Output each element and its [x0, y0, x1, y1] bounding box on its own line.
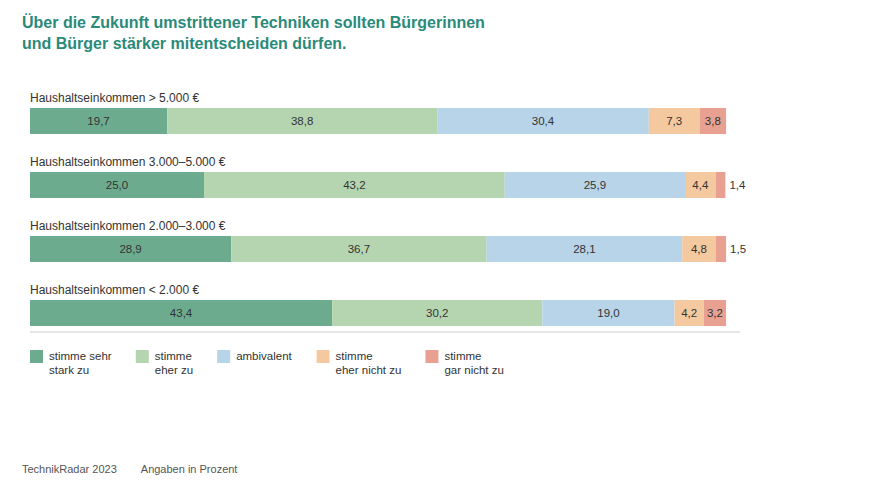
category-label: Haushaltseinkommen 3.000–5.000 € [30, 155, 226, 169]
bars [30, 108, 726, 326]
data-label: 38,8 [291, 115, 313, 127]
legend-swatch [217, 350, 230, 363]
data-label: 25,9 [584, 179, 606, 191]
footer-note: TechnikRadar 2023 [22, 463, 117, 475]
bar-segment [437, 108, 649, 134]
footer-note: Angaben in Prozent [141, 463, 238, 475]
legend-label: stimmeeher zu [155, 350, 193, 376]
bar-segment [30, 108, 167, 134]
data-label: 4,2 [681, 307, 697, 319]
legend-swatch [136, 350, 149, 363]
legend-label: ambivalent [236, 350, 292, 362]
title: Über die Zukunft umstrittener Techniken … [22, 13, 485, 52]
data-label: 19,7 [87, 115, 109, 127]
bar-segment [204, 172, 505, 198]
data-label: 1,4 [729, 179, 746, 191]
bar-segment [649, 108, 700, 134]
bar-segment [505, 172, 685, 198]
category-label: Haushaltseinkommen > 5.000 € [30, 91, 199, 105]
bar-segment [30, 300, 332, 326]
bar-segment [542, 300, 674, 326]
legend-swatch [30, 350, 43, 363]
legend-label: stimmegar nicht zu [444, 350, 503, 376]
data-label: 3,2 [707, 307, 723, 319]
bar-segment [30, 236, 231, 262]
data-label: 28,1 [573, 243, 595, 255]
category-label: Haushaltseinkommen 2.000–3.000 € [30, 219, 226, 233]
legend-label: stimmeeher nicht zu [336, 350, 402, 376]
data-label: 43,2 [343, 179, 365, 191]
data-label: 30,4 [532, 115, 555, 127]
legend-label: stimme sehrstark zu [49, 350, 112, 376]
bar-segment [167, 108, 437, 134]
bar-segment [30, 172, 204, 198]
data-label: 43,4 [170, 307, 193, 319]
bar-segment [231, 236, 486, 262]
bar-segment [682, 236, 715, 262]
legend-swatch [317, 350, 330, 363]
bar-segment [700, 108, 726, 134]
legend-swatch [425, 350, 438, 363]
category-label: Haushaltseinkommen < 2.000 € [30, 283, 199, 297]
bar-segment [704, 300, 726, 326]
data-label: 19,0 [597, 307, 619, 319]
data-label: 1,5 [730, 243, 746, 255]
bar-segment [716, 172, 726, 198]
chart: Über die Zukunft umstrittener Techniken … [0, 0, 872, 491]
data-label: 28,9 [119, 243, 141, 255]
bar-segment [332, 300, 542, 326]
labels: Haushaltseinkommen > 5.000 € Haushaltsein… [30, 91, 746, 319]
bar-segment [716, 236, 726, 262]
data-label: 7,3 [666, 115, 682, 127]
data-label: 3,8 [705, 115, 721, 127]
x-axis-line [30, 332, 740, 333]
bar-segment [675, 300, 704, 326]
data-label: 4,4 [692, 179, 709, 191]
data-label: 4,8 [691, 243, 707, 255]
bar-segment [685, 172, 716, 198]
bar-segment [487, 236, 683, 262]
data-label: 25,0 [106, 179, 128, 191]
data-label: 36,7 [348, 243, 370, 255]
data-label: 30,2 [426, 307, 448, 319]
legend: stimme sehrstark zu stimmeeher zu ambivale… [30, 350, 504, 376]
